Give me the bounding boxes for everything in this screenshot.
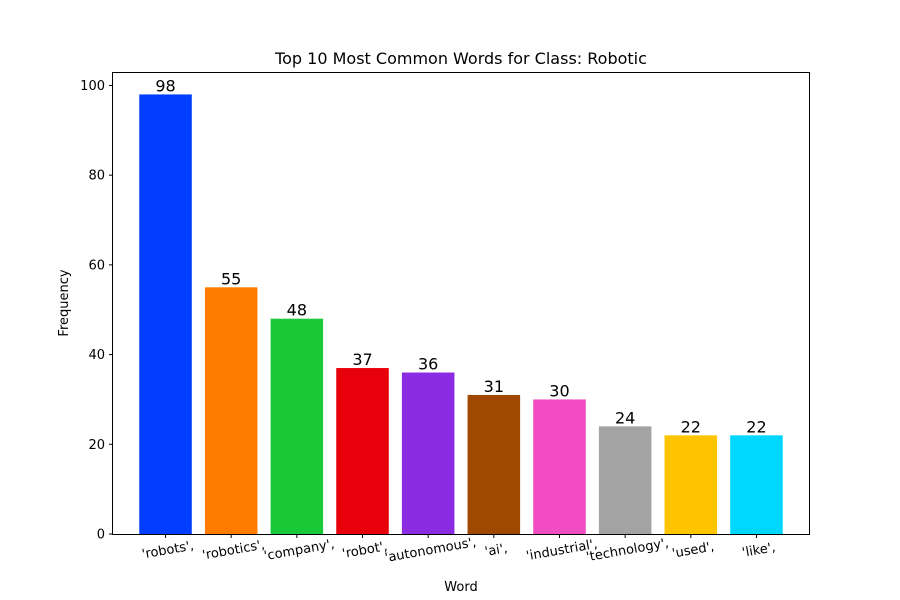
bar-3 — [336, 368, 389, 534]
bar-value-label-0: 98 — [155, 76, 175, 95]
bar-1 — [204, 287, 258, 534]
x-tick-label-4: 'autonomous', — [384, 535, 478, 566]
bar-4 — [401, 372, 455, 534]
bar-9 — [730, 435, 783, 534]
bar-value-label-3: 37 — [352, 350, 372, 369]
y-tick-label-5: 100 — [80, 79, 105, 94]
bar-value-label-9: 22 — [746, 417, 766, 436]
x-tick-label-3: 'robot', — [341, 539, 389, 562]
y-tick-label-2: 40 — [88, 348, 105, 363]
x-tick-label-2: 'company', — [263, 537, 336, 564]
bar-7 — [598, 426, 652, 534]
bar-value-label-8: 22 — [681, 417, 701, 436]
x-tick-label-7: 'technology', — [585, 536, 670, 565]
x-tick-label-9: 'like', — [741, 540, 777, 561]
bar-value-label-7: 24 — [615, 408, 635, 427]
bar-labels-group: 98 55 48 37 36 31 30 24 22 22 — [155, 76, 766, 436]
bar-8 — [664, 435, 718, 534]
bar-value-label-1: 55 — [221, 269, 241, 288]
x-axis-label: Word — [444, 580, 477, 595]
bar-6 — [533, 399, 586, 534]
y-axis-label: Frequency — [57, 269, 72, 336]
bar-value-label-6: 30 — [549, 381, 569, 400]
x-tick-label-5: 'ai', — [484, 541, 509, 560]
x-tick-label-0: 'robots', — [141, 539, 195, 563]
x-tick-label-8: 'used', — [671, 539, 716, 561]
bar-5 — [467, 394, 521, 534]
y-axis: 0 20 40 60 80 100 — [80, 79, 113, 543]
y-tick-label-0: 0 — [97, 528, 105, 543]
y-tick-label-3: 60 — [88, 258, 105, 273]
plot-frame — [112, 72, 810, 535]
x-axis: 'robots','robotics','company','robot','a… — [141, 534, 777, 566]
bar-value-label-2: 48 — [287, 301, 307, 320]
y-tick-label-1: 20 — [88, 438, 105, 453]
bar-0 — [139, 94, 192, 535]
bar-2 — [270, 318, 324, 534]
x-tick-label-1: 'robotics', — [201, 538, 266, 564]
bar-value-label-4: 36 — [418, 355, 438, 374]
chart-title: Top 10 Most Common Words for Class: Robo… — [274, 49, 647, 68]
bar-value-label-5: 31 — [484, 377, 504, 396]
bars-group — [139, 94, 783, 535]
y-tick-label-4: 80 — [88, 169, 105, 184]
